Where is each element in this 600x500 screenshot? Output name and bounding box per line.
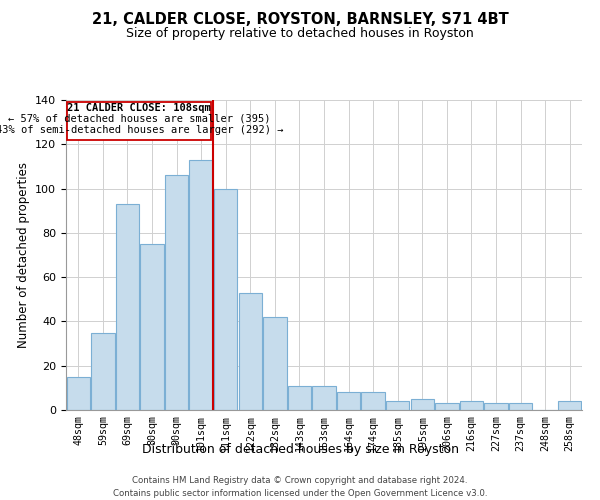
Bar <box>190 160 213 410</box>
Text: ← 57% of detached houses are smaller (395): ← 57% of detached houses are smaller (39… <box>8 114 271 124</box>
Text: Distribution of detached houses by size in Royston: Distribution of detached houses by size … <box>142 442 458 456</box>
Text: Contains public sector information licensed under the Open Government Licence v3: Contains public sector information licen… <box>113 489 487 498</box>
Y-axis label: Number of detached properties: Number of detached properties <box>17 162 29 348</box>
Bar <box>140 244 164 410</box>
Bar <box>410 399 434 410</box>
Bar <box>165 176 188 410</box>
Bar <box>91 332 115 410</box>
Bar <box>313 386 335 410</box>
Bar <box>337 392 360 410</box>
Bar <box>67 377 90 410</box>
Bar <box>558 401 581 410</box>
Bar <box>239 292 262 410</box>
Text: 21, CALDER CLOSE, ROYSTON, BARNSLEY, S71 4BT: 21, CALDER CLOSE, ROYSTON, BARNSLEY, S71… <box>92 12 508 28</box>
FancyBboxPatch shape <box>67 102 211 140</box>
Text: 43% of semi-detached houses are larger (292) →: 43% of semi-detached houses are larger (… <box>0 125 283 135</box>
Bar <box>288 386 311 410</box>
Bar <box>361 392 385 410</box>
Bar <box>509 404 532 410</box>
Bar <box>263 317 287 410</box>
Bar <box>435 404 458 410</box>
Text: Contains HM Land Registry data © Crown copyright and database right 2024.: Contains HM Land Registry data © Crown c… <box>132 476 468 485</box>
Bar <box>386 401 409 410</box>
Bar <box>484 404 508 410</box>
Bar <box>214 188 238 410</box>
Text: Size of property relative to detached houses in Royston: Size of property relative to detached ho… <box>126 28 474 40</box>
Text: 21 CALDER CLOSE: 108sqm: 21 CALDER CLOSE: 108sqm <box>67 103 211 113</box>
Bar <box>460 401 483 410</box>
Bar <box>116 204 139 410</box>
